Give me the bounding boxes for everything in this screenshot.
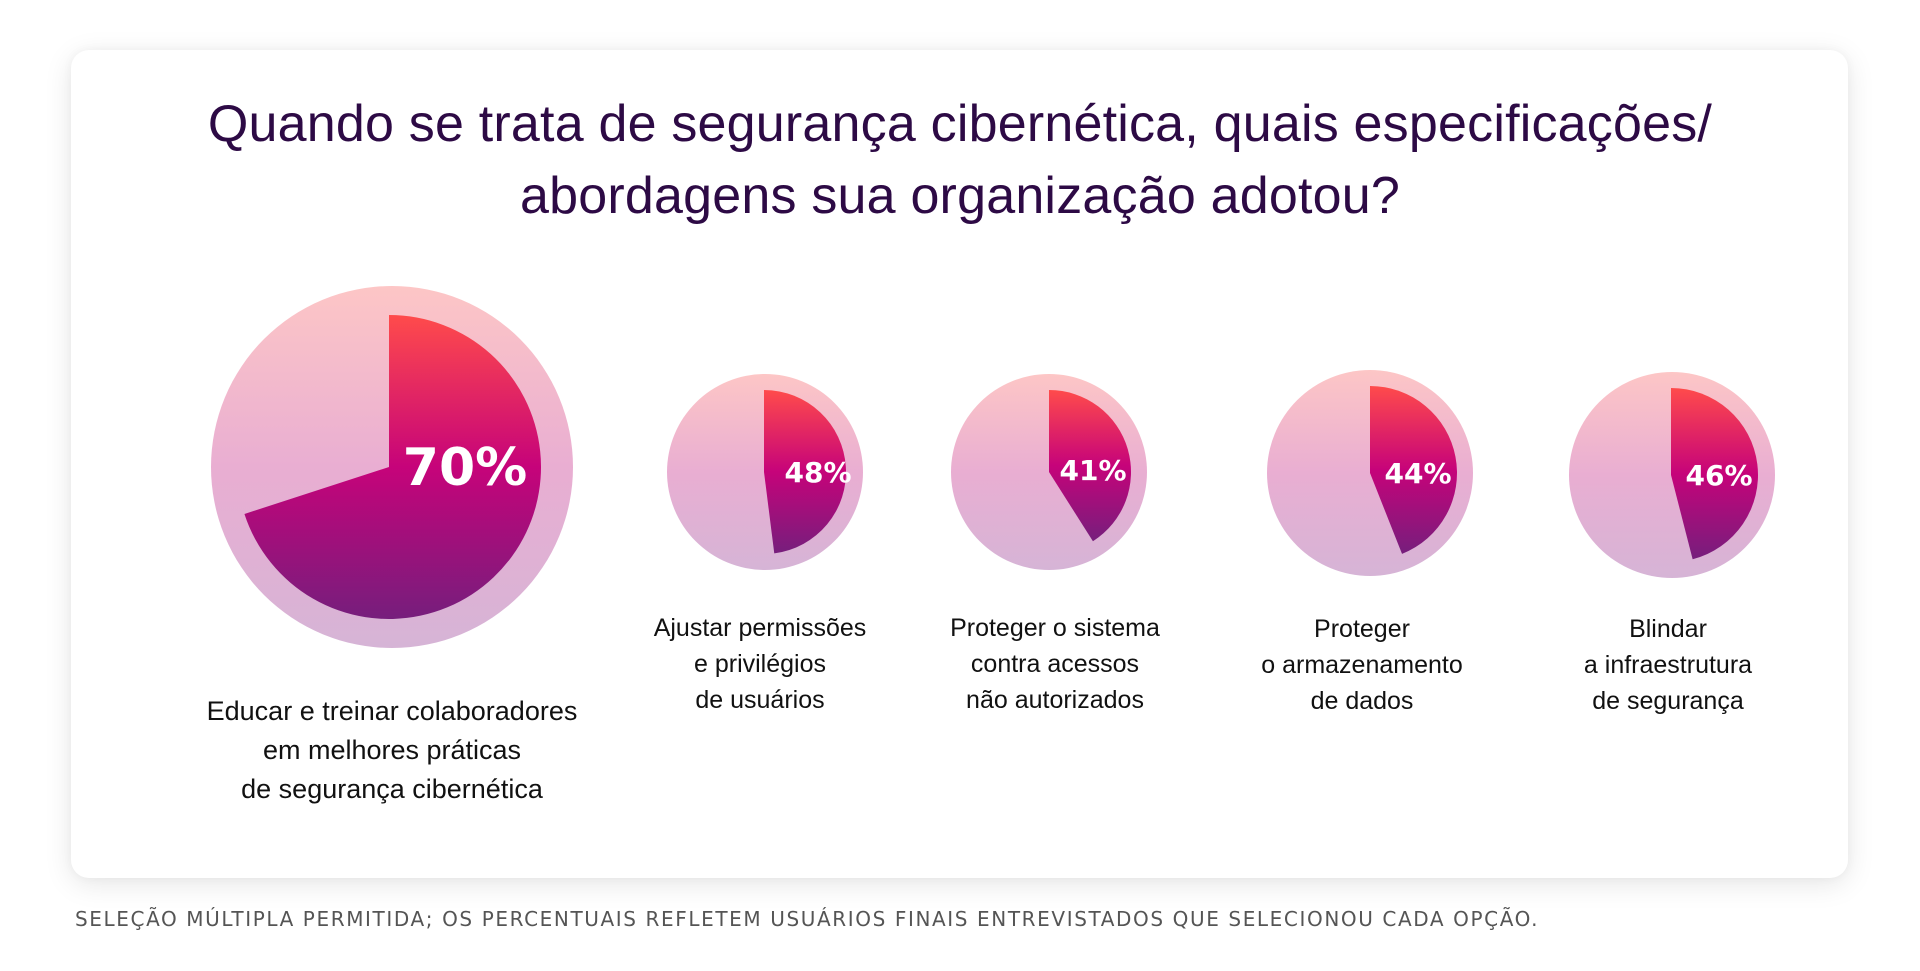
chart-title: Quando se trata de segurança cibernética… — [0, 88, 1920, 232]
footnote: SELEÇÃO MÚLTIPLA PERMITIDA; OS PERCENTUA… — [75, 907, 1540, 931]
pie-slice — [1049, 390, 1131, 542]
category-caption: Proteger o armazenamento de dados — [1112, 611, 1612, 719]
pie-slice — [1370, 386, 1457, 554]
value-label: 70% — [403, 438, 527, 498]
caption-line: não autorizados — [966, 686, 1144, 714]
category-caption: Proteger o sistema contra acessos não auto… — [805, 610, 1305, 718]
caption-line: Proteger o sistema — [950, 614, 1160, 642]
pie-chart-5: 46% — [1569, 372, 1775, 578]
caption-line: e privilégios — [693, 650, 826, 678]
caption-line: Blindar — [1629, 615, 1707, 643]
caption-line: de segurança — [1592, 687, 1744, 715]
category-caption: Educar e treinar colaboradores em melhore… — [142, 692, 642, 809]
value-label: 46% — [1685, 459, 1752, 492]
pie-chart-2: 48% — [667, 374, 863, 570]
pie-chart-3: 41% — [951, 374, 1147, 570]
caption-line: em melhores práticas — [262, 735, 522, 765]
caption-line: de usuários — [695, 686, 825, 714]
chart-title-line-1: Quando se trata de segurança cibernética… — [207, 95, 1713, 153]
caption-line: a infraestrutura — [1583, 651, 1753, 679]
caption-line: o armazenamento — [1261, 651, 1463, 679]
value-label: 44% — [1384, 457, 1451, 490]
chart-title-line-2: abordagens sua organização adotou? — [520, 167, 1400, 225]
category-caption: Blindar a infraestrutura de segurança — [1418, 611, 1918, 719]
category-caption: Ajustar permissões e privilégios de usuári… — [510, 610, 1010, 718]
caption-line: Proteger — [1314, 615, 1410, 643]
value-label: 41% — [1059, 454, 1126, 487]
value-label: 48% — [784, 456, 851, 489]
pie-slice — [244, 315, 542, 619]
pie-slice — [1671, 388, 1758, 560]
caption-line: de dados — [1310, 687, 1414, 715]
caption-line: de segurança cibernética — [241, 774, 543, 804]
caption-line: Educar e treinar colaboradores — [206, 696, 578, 726]
pie-chart-1: 70% — [211, 286, 573, 648]
caption-line: contra acessos — [970, 650, 1140, 678]
pie-chart-4: 44% — [1267, 370, 1473, 576]
caption-line: Ajustar permissões — [653, 614, 867, 642]
pie-slice — [764, 390, 846, 554]
